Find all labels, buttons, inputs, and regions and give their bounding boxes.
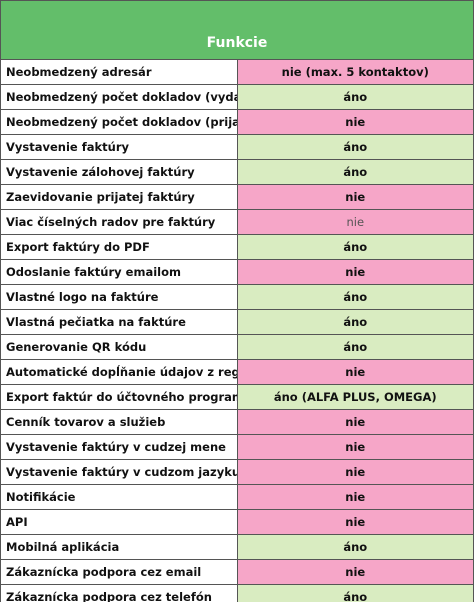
table-row: Neobmedzený počet dokladov (prijatých fa… — [0, 109, 474, 135]
availability-cell: áno — [236, 84, 474, 110]
feature-cell: API — [0, 509, 238, 535]
feature-cell: Zákaznícka podpora cez email — [0, 559, 238, 585]
table-row: Zaevidovanie prijatej faktúry nie — [0, 184, 474, 210]
table-row: Cenník tovarov a služieb nie — [0, 409, 474, 435]
table-row: Export faktúry do PDF áno — [0, 234, 474, 260]
feature-cell: Vlastné logo na faktúre — [0, 284, 238, 310]
table-row: Vystavenie faktúry áno — [0, 134, 474, 160]
feature-cell: Export faktúry do PDF — [0, 234, 238, 260]
feature-cell: Neobmedzený adresár — [0, 59, 238, 85]
feature-cell: Automatické dopĺňanie údajov z registrov — [0, 359, 238, 385]
feature-cell: Cenník tovarov a služieb — [0, 409, 238, 435]
availability-cell: áno — [236, 534, 474, 560]
feature-cell: Export faktúr do účtovného programu — [0, 384, 238, 410]
table-row: Neobmedzený počet dokladov (vydaných fak… — [0, 84, 474, 110]
table-row: Neobmedzený adresár nie (max. 5 kontaktov… — [0, 59, 474, 85]
availability-cell: nie — [236, 209, 474, 235]
feature-cell: Vystavenie zálohovej faktúry — [0, 159, 238, 185]
table-row: Automatické dopĺňanie údajov z registrov… — [0, 359, 474, 385]
table-row: Mobilná aplikácia áno — [0, 534, 474, 560]
availability-cell: nie — [236, 109, 474, 135]
table-row: Zákaznícka podpora cez email nie — [0, 559, 474, 585]
availability-cell: áno — [236, 584, 474, 602]
availability-cell: nie — [236, 259, 474, 285]
feature-cell: Vystavenie faktúry — [0, 134, 238, 160]
availability-cell: nie (max. 5 kontaktov) — [236, 59, 474, 85]
feature-cell: Vlastná pečiatka na faktúre — [0, 309, 238, 335]
availability-cell: áno — [236, 134, 474, 160]
table-row: Generovanie QR kódu áno — [0, 334, 474, 360]
table-row: Vlastné logo na faktúre áno — [0, 284, 474, 310]
table-row: Vlastná pečiatka na faktúre áno — [0, 309, 474, 335]
availability-cell: nie — [236, 484, 474, 510]
table-row: Vystavenie faktúry v cudzej mene nie — [0, 434, 474, 460]
feature-cell: Vystavenie faktúry v cudzej mene — [0, 434, 238, 460]
availability-cell: nie — [236, 359, 474, 385]
feature-cell: Notifikácie — [0, 484, 238, 510]
availability-cell: áno (ALFA PLUS, OMEGA) — [236, 384, 474, 410]
availability-cell: nie — [236, 409, 474, 435]
table-header: Funkcie — [0, 0, 474, 60]
feature-cell: Odoslanie faktúry emailom — [0, 259, 238, 285]
feature-cell: Zákaznícka podpora cez telefón — [0, 584, 238, 602]
availability-cell: nie — [236, 434, 474, 460]
availability-cell: nie — [236, 559, 474, 585]
table-row: Vystavenie zálohovej faktúry áno — [0, 159, 474, 185]
feature-cell: Generovanie QR kódu — [0, 334, 238, 360]
table-row: Odoslanie faktúry emailom nie — [0, 259, 474, 285]
availability-cell: áno — [236, 334, 474, 360]
table-row: Export faktúr do účtovného programu áno (… — [0, 384, 474, 410]
feature-cell: Viac číselných radov pre faktúry — [0, 209, 238, 235]
availability-cell: nie — [236, 509, 474, 535]
availability-cell: nie — [236, 184, 474, 210]
feature-cell: Vystavenie faktúry v cudzom jazyku — [0, 459, 238, 485]
table-row: API nie — [0, 509, 474, 535]
table-row: Viac číselných radov pre faktúry nie — [0, 209, 474, 235]
feature-cell: Neobmedzený počet dokladov (vydaných fak… — [0, 84, 238, 110]
availability-cell: áno — [236, 234, 474, 260]
table-row: Zákaznícka podpora cez telefón áno — [0, 584, 474, 602]
feature-cell: Neobmedzený počet dokladov (prijatých fa… — [0, 109, 238, 135]
table-row: Notifikácie nie — [0, 484, 474, 510]
availability-cell: áno — [236, 284, 474, 310]
table-row: Vystavenie faktúry v cudzom jazyku nie — [0, 459, 474, 485]
availability-cell: áno — [236, 309, 474, 335]
feature-cell: Zaevidovanie prijatej faktúry — [0, 184, 238, 210]
feature-cell: Mobilná aplikácia — [0, 534, 238, 560]
availability-cell: áno — [236, 159, 474, 185]
availability-cell: nie — [236, 459, 474, 485]
